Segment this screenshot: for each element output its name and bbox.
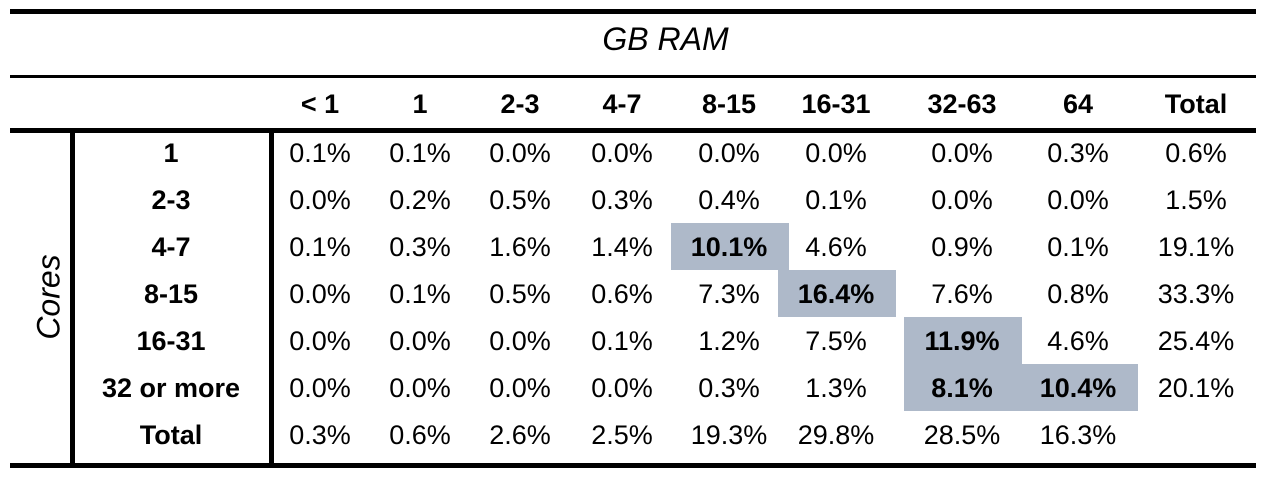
table-cell: 0.0% bbox=[289, 185, 351, 215]
table-cell: 0.1% bbox=[591, 326, 653, 356]
table-cell: 0.6% bbox=[591, 279, 653, 309]
table-cell: 19.3% bbox=[690, 420, 768, 450]
row-label: 2-3 bbox=[151, 185, 191, 215]
column-header: 8-15 bbox=[701, 89, 757, 119]
table-cell: 0.0% bbox=[931, 138, 993, 168]
table-cell: 16.3% bbox=[1039, 420, 1117, 450]
highlight-cell bbox=[778, 270, 896, 317]
table-cell: 1.5% bbox=[1165, 185, 1227, 215]
bottom-rule bbox=[10, 463, 1256, 468]
row-label: 1 bbox=[163, 138, 179, 168]
title-rule bbox=[10, 75, 1256, 78]
table-cell: 0.0% bbox=[489, 326, 551, 356]
table-cell: 7.6% bbox=[931, 279, 993, 309]
header-rule bbox=[10, 128, 1256, 133]
table-cell: 0.0% bbox=[931, 185, 993, 215]
table-cell: 4.6% bbox=[805, 232, 867, 262]
cores-axis-label: Cores bbox=[30, 254, 67, 340]
table-cell: 10.4% bbox=[1039, 373, 1117, 403]
table-cell: 0.0% bbox=[805, 138, 867, 168]
table-cell: 2.6% bbox=[489, 420, 551, 450]
table-cell: 1.2% bbox=[698, 326, 760, 356]
row-label: 32 or more bbox=[101, 373, 241, 403]
highlight-cell bbox=[904, 317, 1022, 364]
table-cell: 19.1% bbox=[1157, 232, 1235, 262]
table-cell: 0.1% bbox=[289, 138, 351, 168]
table-cell: 0.8% bbox=[1047, 279, 1109, 309]
table-cell: 0.0% bbox=[591, 138, 653, 168]
table-cell: 0.0% bbox=[489, 373, 551, 403]
table-cell: 0.0% bbox=[1047, 185, 1109, 215]
table-cell: 11.9% bbox=[924, 326, 1000, 356]
table-cell: 7.3% bbox=[698, 279, 760, 309]
table-cell: 0.0% bbox=[289, 279, 351, 309]
table-cell: 0.0% bbox=[389, 373, 451, 403]
table-cell: 0.4% bbox=[698, 185, 760, 215]
table-cell: 1.6% bbox=[489, 232, 551, 262]
row-label: 16-31 bbox=[136, 326, 206, 356]
column-header: 2-3 bbox=[500, 89, 540, 119]
table-cell: 7.5% bbox=[805, 326, 867, 356]
table-cell: 0.2% bbox=[389, 185, 451, 215]
table-cell: 0.0% bbox=[591, 373, 653, 403]
column-header: Total bbox=[1164, 89, 1228, 119]
table-cell: 1.3% bbox=[805, 373, 867, 403]
table-cell: 16.4% bbox=[797, 279, 875, 309]
highlight-cell bbox=[671, 223, 789, 270]
table-cell: 0.3% bbox=[591, 185, 653, 215]
table-cell: 25.4% bbox=[1157, 326, 1235, 356]
top-rule bbox=[10, 9, 1256, 14]
column-header: 32-63 bbox=[927, 89, 997, 119]
column-header: 64 bbox=[1062, 89, 1094, 119]
table-cell: 28.5% bbox=[923, 420, 1001, 450]
table-cell: 4.6% bbox=[1047, 326, 1109, 356]
table-cell: 0.1% bbox=[389, 138, 451, 168]
table-cell: 20.1% bbox=[1157, 373, 1235, 403]
table-cell: 0.1% bbox=[1047, 232, 1109, 262]
table-cell: 29.8% bbox=[797, 420, 875, 450]
row-label: 8-15 bbox=[143, 279, 199, 309]
table-cell: 0.0% bbox=[698, 138, 760, 168]
table-cell: 0.0% bbox=[389, 326, 451, 356]
row-label: 4-7 bbox=[151, 232, 191, 262]
table-cell bbox=[1144, 411, 1248, 459]
table-cell: 0.1% bbox=[389, 279, 451, 309]
chart-title: GB RAM bbox=[602, 21, 729, 57]
table-cell: 0.3% bbox=[698, 373, 760, 403]
table-cell: 0.0% bbox=[489, 138, 551, 168]
row-label: Total bbox=[139, 420, 203, 450]
table-cell: 0.1% bbox=[289, 232, 351, 262]
row-axis-line bbox=[70, 133, 75, 463]
table-cell: 10.1% bbox=[690, 232, 768, 262]
column-header: < 1 bbox=[300, 89, 340, 119]
table-cell: 0.3% bbox=[389, 232, 451, 262]
table-cell: 0.6% bbox=[389, 420, 451, 450]
table-cell: 0.6% bbox=[1165, 138, 1227, 168]
column-header: 1 bbox=[412, 89, 428, 119]
table-cell: 2.5% bbox=[591, 420, 653, 450]
table-cell: 0.0% bbox=[289, 326, 351, 356]
highlight-cell bbox=[904, 364, 1022, 411]
column-header: 4-7 bbox=[602, 89, 642, 119]
table-cell: 0.0% bbox=[289, 373, 351, 403]
table-cell: 0.5% bbox=[489, 279, 551, 309]
highlight-cell bbox=[1020, 364, 1138, 411]
table-cell: 0.3% bbox=[1047, 138, 1109, 168]
table-cell: 8.1% bbox=[931, 373, 993, 403]
table-cell: 33.3% bbox=[1157, 279, 1235, 309]
column-header: 16-31 bbox=[801, 89, 871, 119]
table-cell: 0.5% bbox=[489, 185, 551, 215]
table-cell: 0.9% bbox=[931, 232, 993, 262]
body-divider-line bbox=[269, 133, 274, 463]
table-cell: 1.4% bbox=[591, 232, 653, 262]
table-cell: 0.1% bbox=[805, 185, 867, 215]
table-cell: 0.3% bbox=[289, 420, 351, 450]
